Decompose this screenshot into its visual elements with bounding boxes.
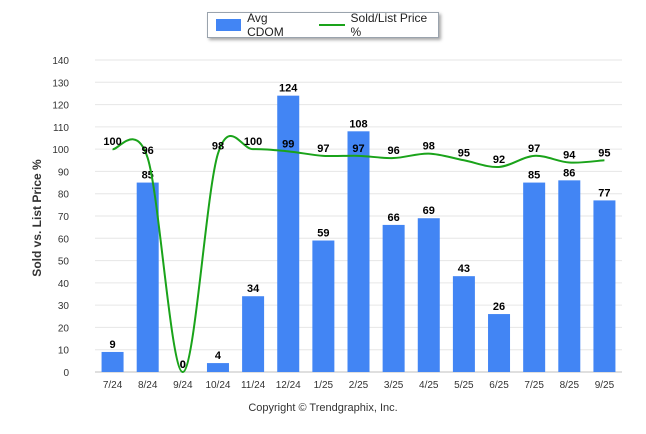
x-tick-label: 3/25 — [384, 380, 404, 391]
line-data-label: 97 — [352, 143, 364, 155]
x-tick-label: 12/24 — [276, 380, 301, 391]
y-tick-label: 30 — [58, 301, 70, 312]
line-data-label: 95 — [598, 147, 610, 159]
legend-label-avg-cdom: Avg CDOM — [247, 11, 284, 39]
bar — [206, 363, 229, 372]
y-tick-label: 0 — [63, 368, 69, 379]
x-tick-label: 2/25 — [349, 380, 369, 391]
bar — [523, 182, 546, 372]
x-tick-label: 6/25 — [489, 380, 509, 391]
line-data-label: 100 — [244, 136, 262, 148]
bar — [417, 218, 440, 372]
legend-item-avg-cdom[interactable]: Avg CDOM — [208, 11, 305, 39]
bar — [347, 131, 370, 372]
y-axis-title: Sold vs. List Price % — [30, 159, 44, 277]
bar-data-label: 26 — [493, 301, 505, 313]
x-tick-label: 7/25 — [524, 380, 544, 391]
legend-line-swatch — [319, 24, 345, 26]
line-data-label: 100 — [103, 136, 121, 148]
y-tick-label: 50 — [58, 257, 70, 268]
y-tick-label: 10 — [58, 346, 70, 357]
line-data-label: 0 — [180, 359, 186, 371]
bar — [452, 276, 475, 372]
y-tick-label: 80 — [58, 190, 70, 201]
bar — [101, 351, 124, 372]
y-tick-label: 120 — [52, 101, 69, 112]
line-data-label: 96 — [142, 145, 154, 157]
bar-series — [101, 95, 616, 373]
bar — [312, 240, 335, 372]
line-data-label: 97 — [528, 143, 540, 155]
copyright-text: Copyright © Trendgraphix, Inc. — [248, 402, 398, 414]
x-tick-label: 10/24 — [205, 380, 230, 391]
bar — [382, 224, 405, 372]
bar — [558, 180, 581, 372]
y-tick-label: 100 — [52, 145, 69, 156]
bar — [593, 200, 616, 372]
line-data-label: 94 — [563, 150, 576, 162]
line-data-label: 96 — [388, 145, 400, 157]
legend-bar-swatch — [216, 19, 242, 31]
bar — [277, 95, 300, 373]
bar-data-label: 85 — [528, 170, 540, 182]
line-data-label: 99 — [282, 138, 294, 150]
y-tick-label: 140 — [52, 56, 69, 67]
bar-data-label: 66 — [388, 212, 400, 224]
bar-data-label: 86 — [563, 167, 575, 179]
line-data-label: 98 — [423, 141, 435, 153]
line-series — [112, 135, 605, 374]
x-tick-label: 9/25 — [595, 380, 615, 391]
y-axis-ticks: 0 10 20 30 40 50 60 70 80 90 100 110 120 130 140 — [52, 56, 69, 379]
bar-data-label: 4 — [215, 350, 222, 362]
y-tick-label: 110 — [53, 123, 69, 134]
x-tick-label: 5/25 — [454, 380, 474, 391]
bar-data-label: 108 — [349, 118, 367, 130]
line-series-path — [112, 135, 605, 374]
bar-data-label: 69 — [423, 205, 435, 217]
x-tick-label: 11/24 — [241, 380, 266, 391]
x-tick-label: 9/24 — [173, 380, 193, 391]
bar-data-label: 0 — [180, 359, 186, 371]
x-tick-label: 7/24 — [103, 380, 123, 391]
line-data-label: 95 — [458, 147, 470, 159]
bar — [488, 314, 511, 372]
x-tick-label: 4/25 — [419, 380, 439, 391]
bar-data-label: 77 — [598, 187, 610, 199]
y-tick-label: 90 — [58, 167, 70, 178]
y-tick-label: 130 — [52, 78, 69, 89]
y-tick-label: 70 — [58, 212, 70, 223]
bar — [242, 296, 265, 372]
line-data-label: 97 — [317, 143, 329, 155]
bar-data-label: 34 — [247, 283, 260, 295]
legend-label-sold-list: Sold/List Price % — [350, 11, 428, 39]
legend: Avg CDOM Sold/List Price % — [207, 11, 439, 39]
line-data-label: 92 — [493, 154, 505, 166]
bar-data-label: 124 — [279, 83, 298, 95]
line-data-label: 98 — [212, 141, 224, 153]
x-tick-label: 8/24 — [138, 380, 158, 391]
x-tick-label: 1/25 — [314, 380, 334, 391]
bar-data-label: 59 — [317, 228, 329, 240]
bar-data-label: 9 — [110, 339, 116, 351]
y-tick-label: 20 — [58, 323, 70, 334]
x-tick-label: 8/25 — [560, 380, 580, 391]
y-tick-label: 60 — [58, 234, 70, 245]
y-tick-label: 40 — [58, 279, 70, 290]
bar — [136, 182, 159, 372]
legend-item-sold-list[interactable]: Sold/List Price % — [305, 11, 438, 39]
x-axis-ticks: 7/24 8/24 9/24 10/24 11/24 12/24 1/25 2/25 3/25 4… — [103, 380, 615, 391]
bar-data-label: 43 — [458, 263, 470, 275]
